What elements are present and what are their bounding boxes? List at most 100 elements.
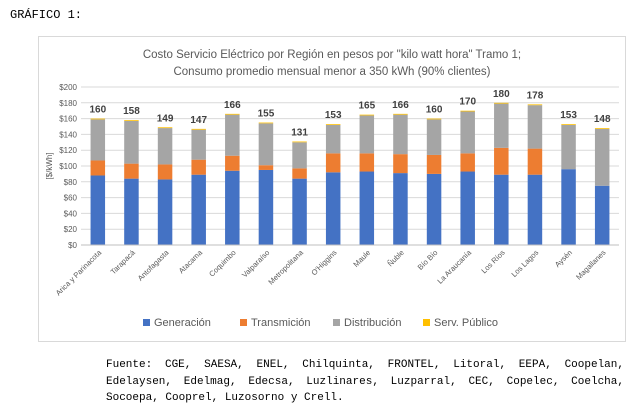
total-label: 148 (594, 114, 611, 125)
bar-segment (325, 124, 341, 125)
bar-segment (292, 178, 307, 245)
figure-label: GRÁFICO 1: (10, 8, 83, 22)
bar-segment (191, 174, 206, 245)
category-label: Metropolitana (266, 247, 305, 286)
bar-segment (494, 174, 509, 245)
bar-segment (124, 163, 139, 179)
y-tick-label: $200 (59, 83, 77, 92)
total-label: 131 (291, 128, 308, 139)
y-tick-label: $20 (64, 225, 78, 234)
bar-segment (124, 120, 139, 121)
bar-segment (359, 114, 375, 116)
bar-segment (325, 172, 341, 245)
bar-segment (225, 114, 240, 156)
bar-segment (393, 154, 408, 174)
bar-segment (292, 168, 307, 179)
y-tick-label: $140 (59, 130, 77, 139)
bar-segment (561, 124, 576, 125)
bar-segment (225, 113, 240, 115)
bar-segment (225, 170, 240, 245)
bar-segment (191, 129, 206, 160)
y-tick-label: $100 (59, 162, 77, 171)
bar-segment (292, 142, 307, 169)
total-label: 147 (190, 115, 207, 126)
y-tick-label: $0 (68, 241, 77, 250)
bar-segment (90, 119, 106, 161)
category-label: Los Lagos (510, 248, 541, 279)
bar-segment (325, 153, 341, 173)
bar-segment (90, 160, 106, 176)
y-tick-label: $120 (59, 146, 77, 155)
total-label: 170 (459, 97, 476, 108)
stacked-bar-chart: Costo Servicio Eléctrico por Región en p… (45, 49, 619, 329)
legend-label: Serv. Público (434, 317, 498, 329)
legend-swatch (423, 319, 430, 326)
legend-swatch (333, 319, 340, 326)
total-label: 160 (426, 105, 443, 116)
bar-segment (225, 155, 240, 171)
bar-segment (393, 114, 408, 155)
bar-segment (157, 127, 173, 129)
bar-segment (561, 124, 576, 170)
total-label: 149 (157, 113, 174, 124)
category-label: Arica y Parinacota (54, 247, 104, 297)
bar-segment (359, 115, 375, 154)
category-label: Ñuble (386, 248, 406, 268)
bar-segment (527, 174, 543, 245)
bar-segment (527, 104, 543, 106)
bar-segment (460, 111, 475, 154)
bar-segment (527, 105, 543, 149)
total-label: 158 (123, 106, 140, 117)
bar-segment (157, 128, 173, 165)
chart-title: Costo Servicio Eléctrico por Región en p… (143, 49, 521, 61)
bar-segment (393, 113, 408, 115)
y-tick-label: $80 (64, 178, 78, 187)
bar-segment (292, 141, 307, 143)
bar-segment (124, 120, 139, 164)
y-tick-label: $160 (59, 115, 77, 124)
bar-segment (594, 128, 610, 186)
bar-segment (494, 103, 509, 148)
bar-segment (594, 185, 610, 245)
category-label: Maule (351, 248, 372, 269)
bar-segment (460, 171, 475, 245)
bar-segment (359, 153, 375, 172)
chart-subtitle: Consumo promedio mensual menor a 350 kWh… (173, 66, 490, 78)
bar-segment (191, 128, 206, 130)
category-label: Aysén (553, 248, 574, 269)
bar-segment (258, 165, 274, 170)
chart-container: Costo Servicio Eléctrico por Región en p… (38, 36, 626, 342)
bar-segment (124, 178, 139, 245)
category-label: Atacama (177, 247, 205, 275)
total-label: 166 (392, 100, 409, 111)
bar-segment (325, 124, 341, 154)
bar-segment (426, 154, 442, 174)
bar-segment (561, 169, 576, 245)
bar-segment (157, 164, 173, 180)
category-label: Coquimbo (207, 248, 238, 279)
legend-label: Generación (154, 317, 211, 329)
bar-segment (426, 173, 442, 245)
bar-segment (359, 171, 375, 245)
total-label: 155 (258, 109, 275, 120)
total-label: 153 (325, 110, 342, 121)
bar-segment (258, 169, 274, 245)
source-text: Fuente: CGE, SAESA, ENEL, Chilquinta, FR… (106, 359, 624, 404)
bar-segment (494, 147, 509, 175)
bar-segment (191, 159, 206, 175)
legend-swatch (240, 319, 247, 326)
category-label: Antofagasta (136, 247, 171, 282)
category-label: Valparaíso (240, 248, 271, 279)
total-label: 160 (89, 105, 106, 116)
category-label: Magallanes (574, 248, 608, 282)
bar-segment (527, 148, 543, 175)
legend-swatch (143, 319, 150, 326)
total-label: 165 (358, 101, 375, 112)
category-label: La Araucanía (435, 247, 473, 285)
category-label: Los Ríos (479, 248, 506, 275)
total-label: 166 (224, 100, 241, 111)
legend-label: Distribución (344, 317, 401, 329)
y-tick-label: $40 (64, 209, 78, 218)
total-label: 178 (527, 90, 544, 101)
legend-label: Transmición (251, 317, 311, 329)
